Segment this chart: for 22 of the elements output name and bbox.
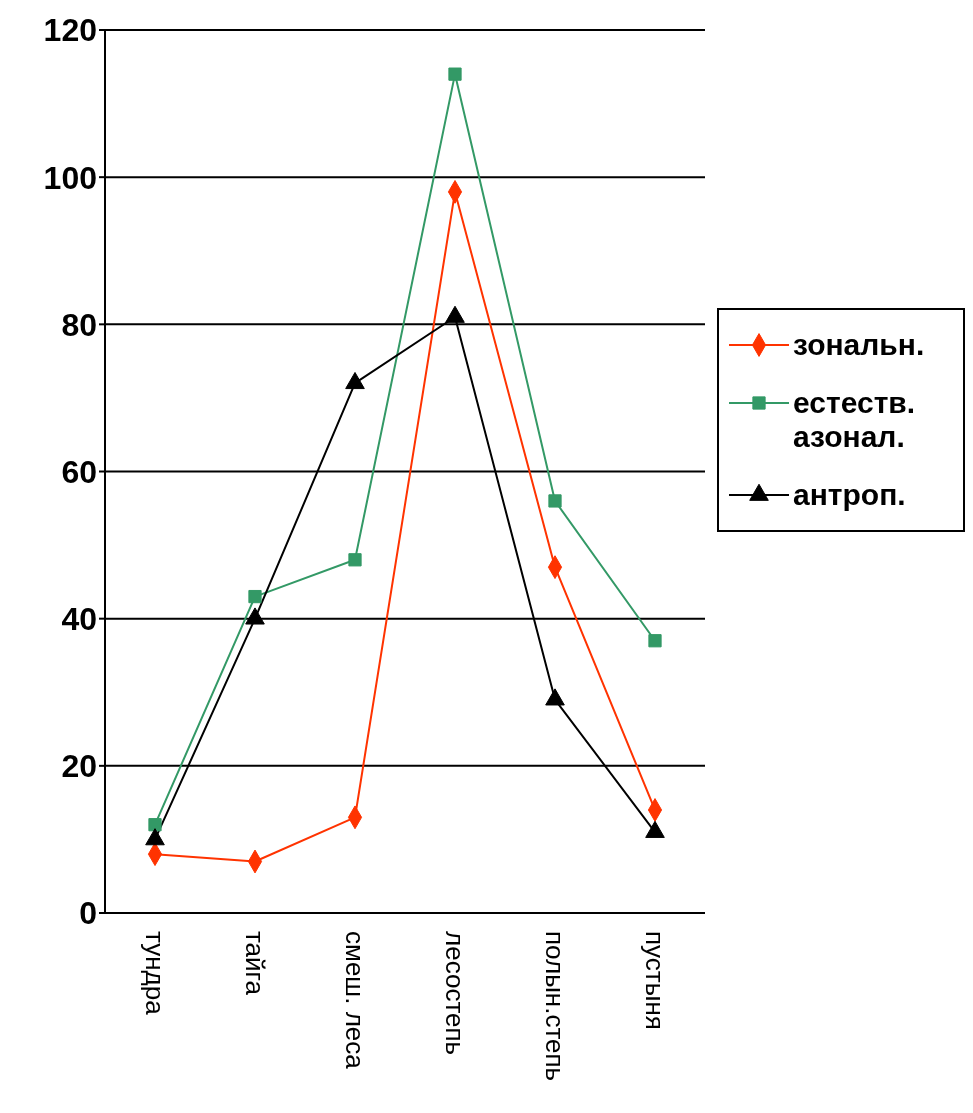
point [648, 634, 662, 648]
y-tick-label: 120 [43, 12, 97, 49]
x-tick-label: смеш. леса [340, 931, 370, 1070]
y-tick-label: 80 [61, 306, 97, 343]
x-tick-label: пустыня [640, 931, 670, 1030]
point [248, 589, 262, 604]
legend-label: антроп. [793, 478, 907, 512]
x-tick-label: тундра [140, 931, 170, 1016]
point [348, 553, 362, 567]
y-tick-label: 20 [61, 748, 97, 785]
point [148, 818, 162, 832]
y-tick-label: 100 [43, 159, 97, 196]
legend-label: зональн. [793, 328, 926, 362]
legend-label: естеств. азонал. [793, 386, 917, 454]
x-tick-label: полын.степь [540, 931, 570, 1082]
point [448, 67, 462, 81]
y-tick-label: 40 [61, 601, 97, 638]
x-tick-label: тайга [240, 931, 270, 996]
y-tick-label: 0 [79, 895, 97, 932]
x-tick-label: лесостепь [440, 931, 470, 1056]
y-tick-label: 60 [61, 453, 97, 490]
point [548, 494, 562, 508]
